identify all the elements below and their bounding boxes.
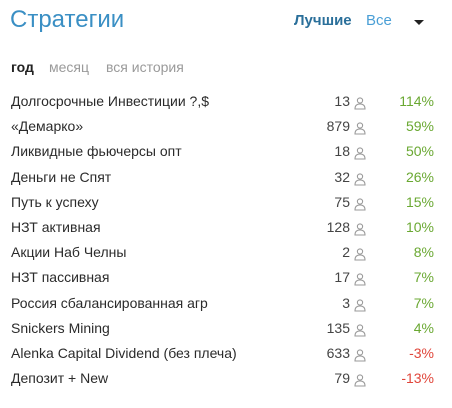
dropdown-toggle[interactable] xyxy=(410,14,428,30)
subscriber-count: 17 xyxy=(334,269,350,286)
subscriber-count: 32 xyxy=(334,168,350,185)
subscriber-count: 2 xyxy=(342,244,350,261)
widget-title: Стратегии xyxy=(10,6,125,33)
strategy-row[interactable]: Россия сбалансированная агр 3 7% xyxy=(0,292,452,317)
user-icon xyxy=(353,348,367,362)
subscriber-count: 879 xyxy=(326,118,350,135)
strategy-row[interactable]: НЗТ активная 128 10% xyxy=(0,216,452,241)
return-percent: -3% xyxy=(409,345,434,361)
user-icon xyxy=(353,373,367,387)
return-percent: 7% xyxy=(413,294,434,311)
strategy-name-link[interactable]: Депозит + New xyxy=(11,370,109,387)
return-percent: 114% xyxy=(399,93,434,109)
user-icon xyxy=(353,298,367,312)
strategy-row[interactable]: Депозит + New 79 -13% xyxy=(0,367,452,392)
period-tab-all-history[interactable]: вся история xyxy=(106,59,184,75)
return-percent: 8% xyxy=(413,244,434,261)
strategy-row[interactable]: Alenka Capital Dividend (без плеча) 633 -3… xyxy=(0,342,452,367)
return-percent: -13% xyxy=(401,370,434,387)
subscriber-count: 3 xyxy=(342,294,350,311)
user-icon xyxy=(353,272,367,286)
strategy-row[interactable]: НЗТ пассивная 17 7% xyxy=(0,266,452,291)
user-icon xyxy=(353,172,367,186)
return-percent: 15% xyxy=(405,193,434,210)
return-percent: 26% xyxy=(405,168,434,185)
strategy-row[interactable]: Акции Наб Челны 2 8% xyxy=(0,241,452,266)
user-icon xyxy=(353,197,367,211)
user-icon xyxy=(353,121,367,135)
subscriber-count: 128 xyxy=(326,219,350,235)
subscriber-count: 13 xyxy=(334,93,350,109)
filter-all-tab[interactable]: Все xyxy=(366,12,392,29)
user-icon xyxy=(353,323,367,337)
strategy-name-link[interactable]: Snickers Mining xyxy=(11,319,110,336)
strategy-name-link[interactable]: Деньги не Спят xyxy=(11,168,112,185)
period-tab-year[interactable]: год xyxy=(11,59,34,75)
strategy-name-link[interactable]: Долгосрочные Инвестиции ?,$ xyxy=(11,93,210,109)
return-percent: 10% xyxy=(405,219,434,235)
user-icon xyxy=(353,96,367,110)
subscriber-count: 135 xyxy=(326,319,350,336)
strategy-name-link[interactable]: Alenka Capital Dividend (без плеча) xyxy=(11,345,237,361)
strategy-name-link[interactable]: НЗТ пассивная xyxy=(11,269,110,286)
strategy-name-link[interactable]: Россия сбалансированная агр xyxy=(11,294,208,311)
triangle-down-icon xyxy=(414,20,424,25)
return-percent: 4% xyxy=(413,319,434,336)
subscriber-count: 75 xyxy=(334,193,350,210)
return-percent: 7% xyxy=(413,269,434,286)
period-tab-month[interactable]: месяц xyxy=(49,59,90,75)
strategy-row[interactable]: «Демарко» 879 59% xyxy=(0,115,452,140)
strategy-name-link[interactable]: Ликвидные фьючерсы опт xyxy=(11,143,182,160)
filter-best-tab[interactable]: Лучшие xyxy=(294,12,352,29)
strategy-name-link[interactable]: Путь к успеху xyxy=(11,193,99,210)
subscriber-count: 79 xyxy=(334,370,350,387)
strategy-row[interactable]: Snickers Mining 135 4% xyxy=(0,317,452,342)
subscriber-count: 18 xyxy=(334,143,350,160)
return-percent: 50% xyxy=(405,143,434,160)
strategy-row[interactable]: Долгосрочные Инвестиции ?,$ 13 114% xyxy=(0,90,452,115)
widget-header: Стратегии Лучшие Все xyxy=(0,0,452,44)
strategy-name-link[interactable]: Акции Наб Челны xyxy=(11,244,127,261)
strategy-row[interactable]: Ликвидные фьючерсы опт 18 50% xyxy=(0,140,452,165)
return-percent: 59% xyxy=(405,118,434,135)
strategy-row[interactable]: Путь к успеху 75 15% xyxy=(0,191,452,216)
user-icon xyxy=(353,146,367,160)
subscriber-count: 633 xyxy=(326,345,350,361)
strategy-name-link[interactable]: «Демарко» xyxy=(11,118,84,135)
user-icon xyxy=(353,247,367,261)
strategy-name-link[interactable]: НЗТ активная xyxy=(11,219,101,235)
user-icon xyxy=(353,222,367,236)
strategy-row[interactable]: Деньги не Спят 32 26% xyxy=(0,166,452,191)
